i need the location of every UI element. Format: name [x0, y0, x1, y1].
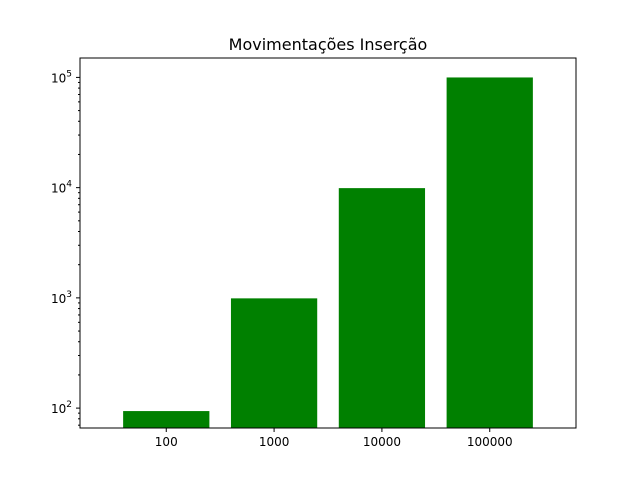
bar-1000 [230, 298, 318, 428]
x-tick-label: 1000 [259, 435, 290, 449]
bar-10000 [338, 188, 426, 428]
y-axis-ticks: 102 103 104 105 [51, 69, 80, 426]
y-tick-label: 104 [51, 180, 72, 196]
y-tick-label: 102 [51, 400, 72, 416]
chart-title: Movimentações Inserção [229, 35, 428, 54]
bar-100000 [446, 77, 533, 428]
x-tick-label: 100 [155, 435, 178, 449]
x-tick-label: 10000 [363, 435, 401, 449]
plot-frame [79, 57, 577, 429]
bar-100 [123, 411, 210, 428]
x-axis-ticks: 100 1000 10000 100000 [155, 428, 513, 449]
bars-group [123, 77, 533, 428]
x-tick-label: 100000 [467, 435, 513, 449]
y-tick-label: 105 [51, 69, 72, 85]
y-tick-label: 103 [51, 290, 72, 306]
